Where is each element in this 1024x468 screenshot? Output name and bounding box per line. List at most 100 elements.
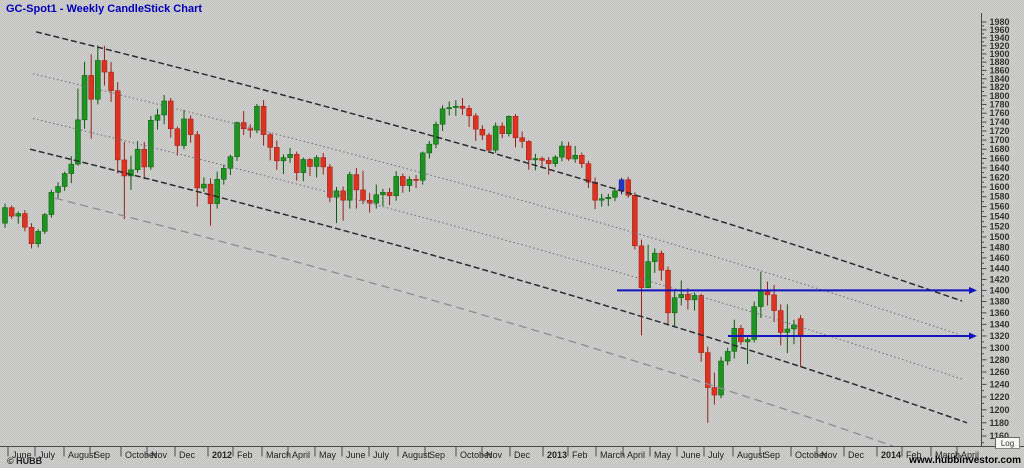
candle[interactable] (187, 115, 194, 143)
candle[interactable] (353, 167, 360, 209)
log-scale-button[interactable]: Log (995, 437, 1020, 449)
candle[interactable] (572, 146, 578, 163)
candle[interactable] (55, 182, 61, 199)
candle[interactable] (240, 111, 247, 136)
candle[interactable] (260, 100, 267, 146)
candle[interactable] (114, 82, 121, 174)
candle[interactable] (28, 223, 35, 249)
candle[interactable] (366, 192, 373, 213)
trend-line[interactable] (54, 197, 894, 447)
candle[interactable] (141, 141, 147, 180)
candle[interactable] (393, 171, 399, 201)
candle[interactable] (632, 192, 638, 250)
candle[interactable] (691, 292, 698, 311)
candle[interactable] (340, 186, 346, 221)
candle[interactable] (598, 193, 605, 207)
candle[interactable] (300, 157, 307, 182)
candle[interactable] (744, 337, 751, 365)
candle[interactable] (579, 152, 585, 168)
candle[interactable] (221, 164, 227, 185)
candle[interactable] (453, 100, 459, 116)
candle[interactable] (526, 140, 532, 170)
candle[interactable] (459, 97, 466, 115)
trend-line[interactable] (29, 148, 968, 424)
candle[interactable] (214, 171, 220, 209)
candle[interactable] (545, 157, 552, 175)
candle[interactable] (559, 141, 565, 162)
candle[interactable] (565, 141, 572, 161)
candle[interactable] (61, 171, 68, 191)
trend-line[interactable] (32, 118, 964, 380)
candle[interactable] (791, 319, 797, 345)
candle[interactable] (8, 205, 15, 219)
candle[interactable] (35, 229, 41, 248)
candle[interactable] (75, 88, 81, 166)
candle[interactable] (22, 210, 28, 232)
candle[interactable] (472, 113, 479, 141)
candle[interactable] (168, 97, 174, 138)
candle[interactable] (313, 155, 320, 178)
candle[interactable] (108, 62, 114, 102)
candle[interactable] (227, 154, 234, 176)
candle[interactable] (625, 176, 631, 198)
candle[interactable] (406, 176, 413, 192)
candle[interactable] (247, 124, 254, 138)
candle[interactable] (426, 140, 433, 159)
candle[interactable] (506, 115, 512, 137)
candle[interactable] (320, 152, 326, 175)
candle[interactable] (327, 164, 333, 203)
candle[interactable] (738, 324, 744, 345)
candle[interactable] (413, 175, 419, 188)
candle[interactable] (446, 101, 452, 116)
candle[interactable] (81, 61, 88, 129)
candle[interactable] (174, 126, 181, 156)
candle[interactable] (665, 266, 671, 326)
candle[interactable] (512, 114, 519, 148)
candle[interactable] (711, 372, 718, 405)
candle[interactable] (678, 280, 685, 306)
candle[interactable] (88, 54, 94, 139)
candle[interactable] (207, 178, 214, 226)
candle[interactable] (499, 122, 505, 139)
candle[interactable] (134, 140, 141, 173)
candle[interactable] (15, 211, 22, 224)
candle[interactable] (68, 156, 75, 184)
candle[interactable] (181, 110, 187, 150)
candle[interactable] (532, 153, 539, 171)
candle[interactable] (380, 188, 386, 207)
candle[interactable] (612, 187, 618, 202)
candle[interactable] (658, 250, 665, 281)
candle[interactable] (784, 304, 791, 354)
candle[interactable] (758, 271, 764, 318)
candle[interactable] (651, 248, 658, 273)
candle[interactable] (519, 131, 525, 148)
candle[interactable] (492, 122, 499, 153)
candle[interactable] (698, 293, 704, 362)
candle[interactable] (194, 131, 201, 207)
candle[interactable] (333, 187, 340, 224)
candle[interactable] (585, 160, 592, 188)
candle[interactable] (552, 155, 559, 167)
candle[interactable] (287, 147, 293, 163)
candle[interactable] (386, 187, 393, 206)
candle[interactable] (42, 213, 48, 234)
candle[interactable] (48, 189, 55, 218)
candle[interactable] (2, 203, 8, 228)
candle[interactable] (201, 177, 207, 192)
candle[interactable] (148, 115, 154, 170)
candle[interactable] (638, 239, 645, 336)
candle[interactable] (486, 132, 492, 153)
candle[interactable] (777, 304, 784, 346)
support-resistance-line[interactable] (617, 286, 977, 294)
candle[interactable] (671, 290, 678, 327)
candle[interactable] (293, 151, 300, 181)
trend-line[interactable] (32, 73, 961, 336)
candle[interactable] (95, 45, 101, 105)
candle[interactable] (685, 288, 691, 310)
candle[interactable] (419, 151, 426, 185)
candle[interactable] (764, 281, 771, 306)
candle[interactable] (347, 171, 353, 209)
candle[interactable] (274, 140, 280, 170)
candle[interactable] (718, 356, 724, 399)
